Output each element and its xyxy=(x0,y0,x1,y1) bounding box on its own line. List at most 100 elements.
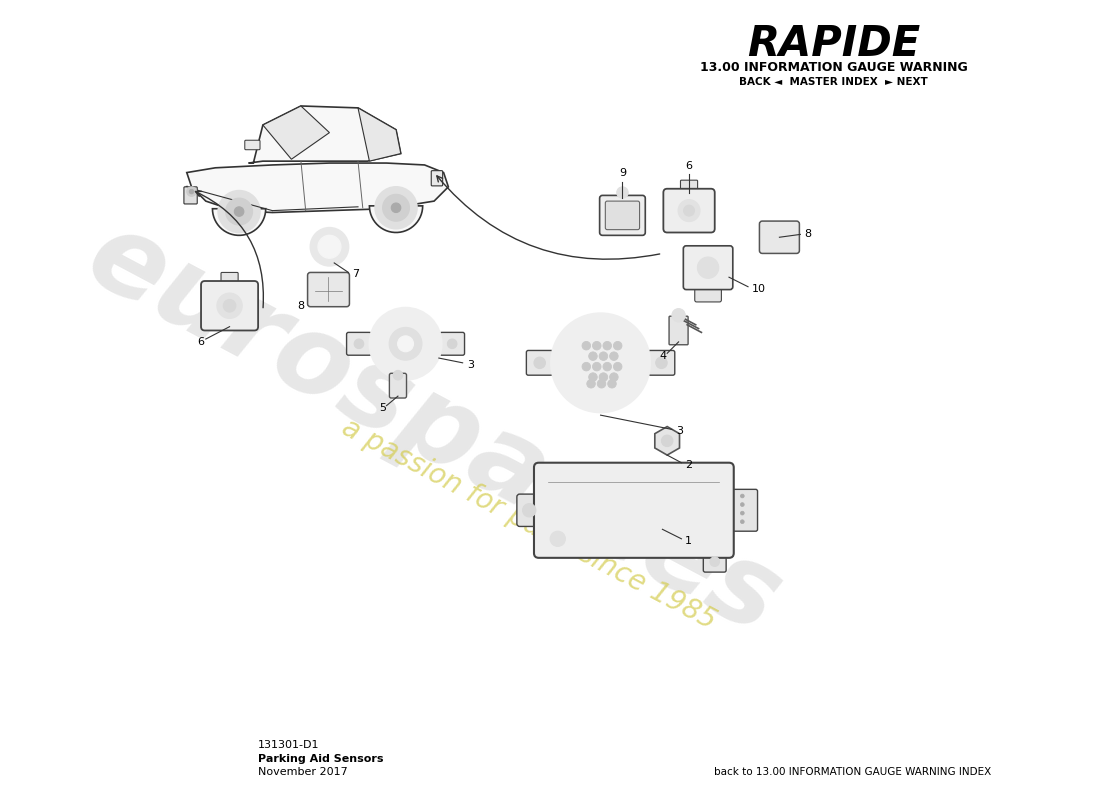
Text: Parking Aid Sensors: Parking Aid Sensors xyxy=(258,754,384,763)
Circle shape xyxy=(600,373,607,382)
Circle shape xyxy=(582,342,591,350)
Circle shape xyxy=(218,190,260,233)
Circle shape xyxy=(740,520,745,523)
Circle shape xyxy=(534,357,546,369)
Circle shape xyxy=(656,357,668,369)
Circle shape xyxy=(679,200,700,222)
FancyBboxPatch shape xyxy=(527,350,553,375)
Circle shape xyxy=(710,557,719,566)
Circle shape xyxy=(522,504,536,517)
Circle shape xyxy=(318,235,341,258)
Polygon shape xyxy=(654,426,680,455)
Text: 3: 3 xyxy=(675,426,683,436)
Circle shape xyxy=(593,342,601,350)
Circle shape xyxy=(593,362,601,371)
Text: 9: 9 xyxy=(619,168,626,178)
Circle shape xyxy=(189,190,194,194)
Circle shape xyxy=(740,494,745,498)
Circle shape xyxy=(588,373,597,382)
Polygon shape xyxy=(249,106,400,163)
FancyBboxPatch shape xyxy=(389,374,407,398)
Text: 7: 7 xyxy=(352,270,360,279)
Circle shape xyxy=(226,198,252,225)
Text: 10: 10 xyxy=(751,284,766,294)
Circle shape xyxy=(672,309,685,322)
Text: November 2017: November 2017 xyxy=(258,767,348,777)
Text: back to 13.00 INFORMATION GAUGE WARNING INDEX: back to 13.00 INFORMATION GAUGE WARNING … xyxy=(714,767,991,777)
FancyBboxPatch shape xyxy=(605,201,639,230)
FancyBboxPatch shape xyxy=(308,273,350,306)
FancyBboxPatch shape xyxy=(245,140,260,150)
Text: 131301-D1: 131301-D1 xyxy=(258,740,320,750)
Circle shape xyxy=(586,379,595,388)
Circle shape xyxy=(550,531,565,546)
Circle shape xyxy=(614,342,622,350)
FancyBboxPatch shape xyxy=(184,187,197,204)
Circle shape xyxy=(600,352,607,361)
Circle shape xyxy=(551,314,650,412)
Circle shape xyxy=(603,342,612,350)
Circle shape xyxy=(614,362,622,371)
Circle shape xyxy=(582,362,591,371)
Circle shape xyxy=(389,327,421,360)
Circle shape xyxy=(740,502,745,506)
Polygon shape xyxy=(370,206,422,233)
FancyBboxPatch shape xyxy=(703,551,726,572)
FancyBboxPatch shape xyxy=(648,350,674,375)
Polygon shape xyxy=(263,106,330,159)
Circle shape xyxy=(588,352,597,361)
FancyBboxPatch shape xyxy=(683,246,733,290)
Circle shape xyxy=(310,228,349,266)
Circle shape xyxy=(217,293,242,318)
Text: 6: 6 xyxy=(685,161,693,170)
Polygon shape xyxy=(358,108,400,161)
Text: 13.00 INFORMATION GAUGE WARNING: 13.00 INFORMATION GAUGE WARNING xyxy=(700,62,968,74)
Circle shape xyxy=(392,203,400,213)
Text: 1: 1 xyxy=(685,536,692,546)
Circle shape xyxy=(448,339,456,349)
FancyBboxPatch shape xyxy=(727,490,758,531)
Text: a passion for parts since 1985: a passion for parts since 1985 xyxy=(338,414,722,635)
FancyBboxPatch shape xyxy=(759,221,800,254)
FancyBboxPatch shape xyxy=(695,285,722,302)
Circle shape xyxy=(370,308,442,380)
FancyBboxPatch shape xyxy=(440,332,464,355)
Polygon shape xyxy=(212,209,266,235)
Circle shape xyxy=(234,207,244,216)
Text: 2: 2 xyxy=(685,460,692,470)
FancyBboxPatch shape xyxy=(669,316,689,345)
Circle shape xyxy=(617,187,628,198)
Text: 5: 5 xyxy=(379,403,386,414)
Circle shape xyxy=(397,336,414,352)
FancyBboxPatch shape xyxy=(517,494,541,526)
Circle shape xyxy=(697,257,718,278)
Circle shape xyxy=(223,299,235,312)
Circle shape xyxy=(661,435,673,446)
Circle shape xyxy=(740,511,745,515)
FancyBboxPatch shape xyxy=(346,332,372,355)
Circle shape xyxy=(609,352,618,361)
FancyBboxPatch shape xyxy=(663,189,715,233)
FancyBboxPatch shape xyxy=(600,195,646,235)
Text: 8: 8 xyxy=(297,301,305,310)
Text: 4: 4 xyxy=(660,351,667,361)
Text: 3: 3 xyxy=(468,360,474,370)
FancyBboxPatch shape xyxy=(201,281,258,330)
Circle shape xyxy=(187,187,196,196)
Polygon shape xyxy=(187,163,449,213)
Circle shape xyxy=(383,194,409,221)
FancyBboxPatch shape xyxy=(534,462,734,558)
Circle shape xyxy=(597,379,606,388)
Circle shape xyxy=(683,205,694,216)
Circle shape xyxy=(393,370,403,380)
Text: BACK ◄  MASTER INDEX  ► NEXT: BACK ◄ MASTER INDEX ► NEXT xyxy=(739,77,928,87)
FancyBboxPatch shape xyxy=(681,180,697,194)
Text: 8: 8 xyxy=(804,230,812,239)
Circle shape xyxy=(354,339,364,349)
Text: 6: 6 xyxy=(198,337,205,347)
FancyBboxPatch shape xyxy=(221,273,238,286)
Circle shape xyxy=(607,379,616,388)
Text: eurosparces: eurosparces xyxy=(69,202,799,657)
Circle shape xyxy=(603,362,612,371)
Circle shape xyxy=(609,373,618,382)
